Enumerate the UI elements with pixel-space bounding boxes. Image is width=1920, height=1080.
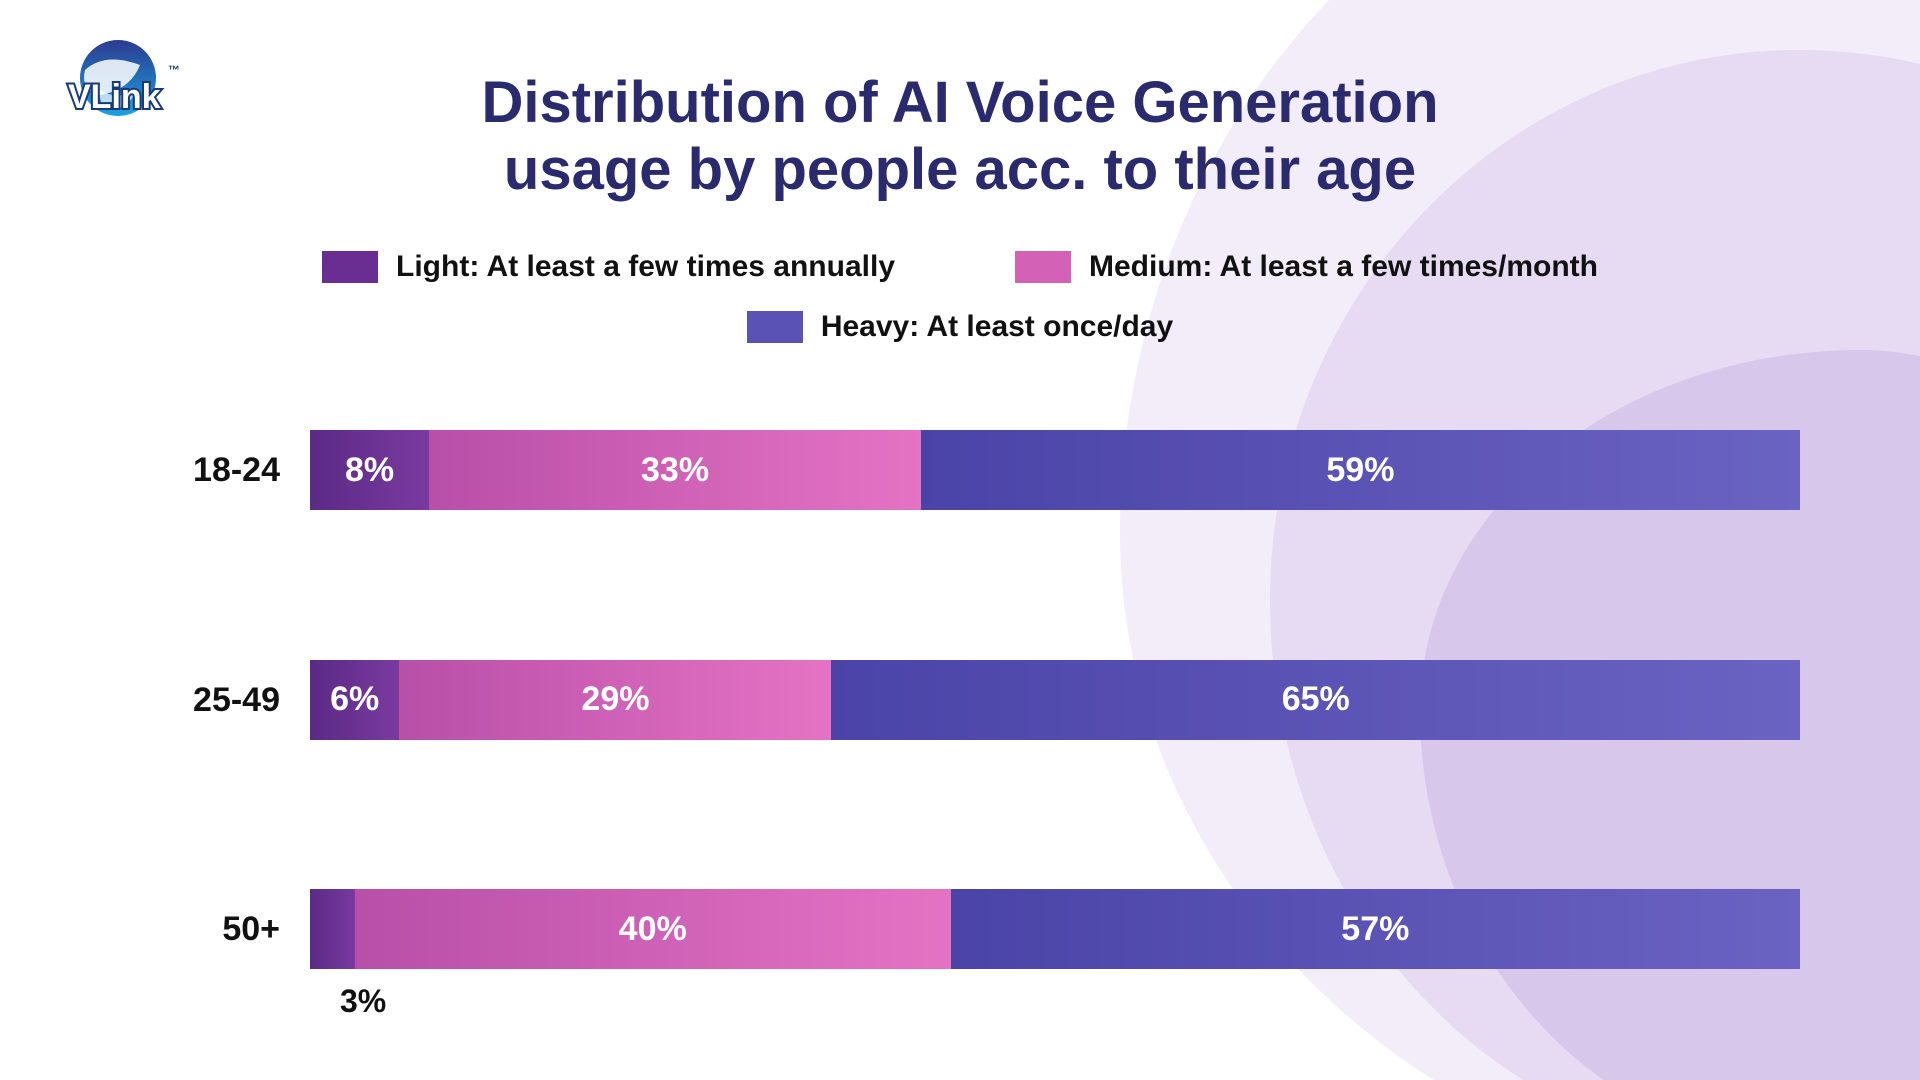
title-line-2: usage by people acc. to their age: [504, 137, 1416, 202]
legend-label-light: Light: At least a few times annually: [396, 250, 895, 284]
bar-segment-heavy: 57%: [951, 889, 1800, 969]
bar-row-body: 25-496%29%65%: [190, 660, 1800, 740]
chart-title: Distribution of AI Voice Generation usag…: [0, 70, 1920, 203]
bar-segment-light: [310, 889, 355, 969]
bar-row: 18-248%33%59%: [190, 430, 1800, 510]
page: VLink ™ Distribution of AI Voice Generat…: [0, 0, 1920, 1080]
legend-item-heavy: Heavy: At least once/day: [747, 310, 1173, 344]
legend-item-light: Light: At least a few times annually: [322, 250, 895, 284]
bar-segment-medium: 40%: [355, 889, 951, 969]
bar-segment-label-below: 3%: [340, 983, 1800, 1020]
legend-label-heavy: Heavy: At least once/day: [821, 310, 1173, 344]
legend-swatch-heavy: [747, 311, 803, 343]
legend: Light: At least a few times annually Med…: [0, 250, 1920, 344]
bar-segment-light: 8%: [310, 430, 429, 510]
bar-segment-heavy: 59%: [921, 430, 1800, 510]
bar-segment-medium: 29%: [399, 660, 831, 740]
bar-row: 25-496%29%65%: [190, 660, 1800, 740]
bar-segment-medium: 33%: [429, 430, 921, 510]
bar-row-body: 18-248%33%59%: [190, 430, 1800, 510]
bar-row-label: 18-24: [190, 430, 310, 510]
legend-label-medium: Medium: At least a few times/month: [1089, 250, 1598, 284]
legend-item-medium: Medium: At least a few times/month: [1015, 250, 1598, 284]
bar-row-body: 50+40%57%: [190, 889, 1800, 969]
title-line-1: Distribution of AI Voice Generation: [481, 70, 1438, 135]
stacked-bar: 6%29%65%: [310, 660, 1800, 740]
stacked-bar: 8%33%59%: [310, 430, 1800, 510]
legend-swatch-light: [322, 251, 378, 283]
stacked-bar: 40%57%: [310, 889, 1800, 969]
bar-row: 50+40%57%3%: [190, 889, 1800, 1020]
bar-segment-light: 6%: [310, 660, 399, 740]
stacked-bar-chart: 18-248%33%59%25-496%29%65%50+40%57%3%: [190, 430, 1800, 1020]
bar-segment-heavy: 65%: [831, 660, 1800, 740]
bar-row-label: 25-49: [190, 660, 310, 740]
bar-row-label: 50+: [190, 889, 310, 969]
legend-swatch-medium: [1015, 251, 1071, 283]
